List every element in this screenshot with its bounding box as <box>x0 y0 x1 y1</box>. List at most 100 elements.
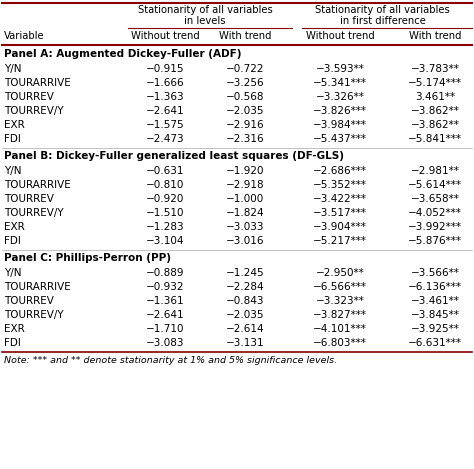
Text: −5.437***: −5.437*** <box>313 134 367 144</box>
Text: Note: *** and ** denote stationarity at 1% and 5% significance levels.: Note: *** and ** denote stationarity at … <box>4 356 337 365</box>
Text: Variable: Variable <box>4 31 45 41</box>
Text: TOURREV: TOURREV <box>4 194 54 204</box>
Text: FDI: FDI <box>4 134 21 144</box>
Text: Without trend: Without trend <box>306 31 374 41</box>
Text: −0.920: −0.920 <box>146 194 184 204</box>
Text: Stationarity of all variables: Stationarity of all variables <box>315 5 450 15</box>
Text: −2.316: −2.316 <box>226 134 264 144</box>
Text: −3.862**: −3.862** <box>410 106 459 116</box>
Text: TOURREV: TOURREV <box>4 92 54 102</box>
Text: −2.641: −2.641 <box>146 106 184 116</box>
Text: EXR: EXR <box>4 324 25 334</box>
Text: Y/N: Y/N <box>4 166 21 176</box>
Text: −1.510: −1.510 <box>146 208 184 218</box>
Text: EXR: EXR <box>4 222 25 232</box>
Text: TOURREV: TOURREV <box>4 296 54 306</box>
Text: −0.631: −0.631 <box>146 166 184 176</box>
Text: −5.614***: −5.614*** <box>408 180 462 190</box>
Text: −1.245: −1.245 <box>226 268 264 278</box>
Text: −2.035: −2.035 <box>226 310 264 320</box>
Text: TOURREV/Y: TOURREV/Y <box>4 106 64 116</box>
Text: −2.641: −2.641 <box>146 310 184 320</box>
Text: −2.473: −2.473 <box>146 134 184 144</box>
Text: 3.461**: 3.461** <box>415 92 455 102</box>
Text: −2.686***: −2.686*** <box>313 166 367 176</box>
Text: −5.352***: −5.352*** <box>313 180 367 190</box>
Text: −0.810: −0.810 <box>146 180 184 190</box>
Text: −3.256: −3.256 <box>226 78 264 88</box>
Text: −2.614: −2.614 <box>226 324 264 334</box>
Text: −1.920: −1.920 <box>226 166 264 176</box>
Text: −3.783**: −3.783** <box>410 64 459 74</box>
Text: −3.904***: −3.904*** <box>313 222 367 232</box>
Text: FDI: FDI <box>4 338 21 348</box>
Text: −3.131: −3.131 <box>226 338 264 348</box>
Text: Stationarity of all variables: Stationarity of all variables <box>137 5 273 15</box>
Text: −1.710: −1.710 <box>146 324 184 334</box>
Text: −1.666: −1.666 <box>146 78 184 88</box>
Text: −3.566**: −3.566** <box>410 268 459 278</box>
Text: TOURREV/Y: TOURREV/Y <box>4 310 64 320</box>
Text: −6.136***: −6.136*** <box>408 282 462 292</box>
Text: −0.568: −0.568 <box>226 92 264 102</box>
Text: −3.326**: −3.326** <box>316 92 365 102</box>
Text: Panel A: Augmented Dickey-Fuller (ADF): Panel A: Augmented Dickey-Fuller (ADF) <box>4 49 241 59</box>
Text: −6.631***: −6.631*** <box>408 338 462 348</box>
Text: −1.361: −1.361 <box>146 296 184 306</box>
Text: −2.950**: −2.950** <box>316 268 365 278</box>
Text: EXR: EXR <box>4 120 25 130</box>
Text: −0.932: −0.932 <box>146 282 184 292</box>
Text: −1.283: −1.283 <box>146 222 184 232</box>
Text: in levels: in levels <box>184 16 226 26</box>
Text: Without trend: Without trend <box>131 31 200 41</box>
Text: TOURARRIVE: TOURARRIVE <box>4 282 71 292</box>
Text: −2.981**: −2.981** <box>410 166 459 176</box>
Text: −6.566***: −6.566*** <box>313 282 367 292</box>
Text: −3.593**: −3.593** <box>316 64 365 74</box>
Text: in first difference: in first difference <box>339 16 426 26</box>
Text: −3.826***: −3.826*** <box>313 106 367 116</box>
Text: −0.843: −0.843 <box>226 296 264 306</box>
Text: −3.461**: −3.461** <box>410 296 459 306</box>
Text: −2.035: −2.035 <box>226 106 264 116</box>
Text: −3.517***: −3.517*** <box>313 208 367 218</box>
Text: −0.722: −0.722 <box>226 64 264 74</box>
Text: −3.083: −3.083 <box>146 338 184 348</box>
Text: TOURARRIVE: TOURARRIVE <box>4 78 71 88</box>
Text: −3.016: −3.016 <box>226 236 264 246</box>
Text: Y/N: Y/N <box>4 64 21 74</box>
Text: −4.052***: −4.052*** <box>408 208 462 218</box>
Text: −0.889: −0.889 <box>146 268 184 278</box>
Text: Panel C: Phillips-Perron (PP): Panel C: Phillips-Perron (PP) <box>4 253 171 263</box>
Text: −3.422***: −3.422*** <box>313 194 367 204</box>
Text: TOURREV/Y: TOURREV/Y <box>4 208 64 218</box>
Text: −3.862**: −3.862** <box>410 120 459 130</box>
Text: −1.000: −1.000 <box>226 194 264 204</box>
Text: −5.841***: −5.841*** <box>408 134 462 144</box>
Text: −5.174***: −5.174*** <box>408 78 462 88</box>
Text: −3.845**: −3.845** <box>410 310 459 320</box>
Text: −3.827***: −3.827*** <box>313 310 367 320</box>
Text: −5.217***: −5.217*** <box>313 236 367 246</box>
Text: Panel B: Dickey-Fuller generalized least squares (DF-GLS): Panel B: Dickey-Fuller generalized least… <box>4 151 344 161</box>
Text: −5.876***: −5.876*** <box>408 236 462 246</box>
Text: TOURARRIVE: TOURARRIVE <box>4 180 71 190</box>
Text: −1.824: −1.824 <box>226 208 264 218</box>
Text: −3.658**: −3.658** <box>410 194 459 204</box>
Text: −3.984***: −3.984*** <box>313 120 367 130</box>
Text: −4.101***: −4.101*** <box>313 324 367 334</box>
Text: With trend: With trend <box>219 31 271 41</box>
Text: −2.284: −2.284 <box>226 282 264 292</box>
Text: −2.916: −2.916 <box>226 120 264 130</box>
Text: −1.575: −1.575 <box>146 120 184 130</box>
Text: Y/N: Y/N <box>4 268 21 278</box>
Text: −3.033: −3.033 <box>226 222 264 232</box>
Text: −3.992***: −3.992*** <box>408 222 462 232</box>
Text: −6.803***: −6.803*** <box>313 338 367 348</box>
Text: −5.341***: −5.341*** <box>313 78 367 88</box>
Text: −3.925**: −3.925** <box>410 324 459 334</box>
Text: −2.918: −2.918 <box>226 180 264 190</box>
Text: −1.363: −1.363 <box>146 92 184 102</box>
Text: −0.915: −0.915 <box>146 64 184 74</box>
Text: −3.104: −3.104 <box>146 236 184 246</box>
